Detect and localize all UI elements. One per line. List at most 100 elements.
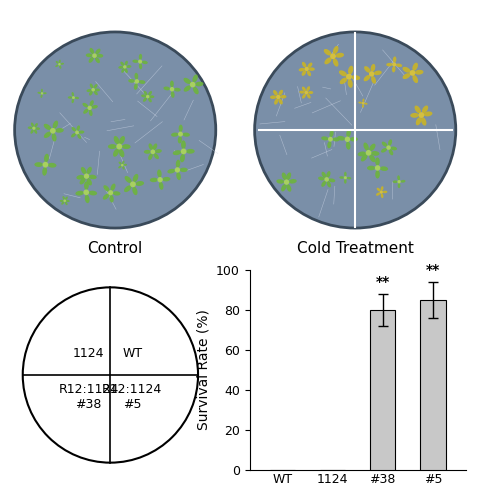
Ellipse shape: [61, 202, 64, 204]
Ellipse shape: [415, 106, 421, 114]
Ellipse shape: [132, 60, 138, 63]
Ellipse shape: [148, 144, 153, 150]
Ellipse shape: [403, 67, 410, 72]
Ellipse shape: [383, 190, 387, 194]
Ellipse shape: [350, 137, 358, 141]
Ellipse shape: [381, 148, 387, 152]
Circle shape: [63, 200, 66, 202]
Ellipse shape: [90, 84, 93, 88]
Circle shape: [121, 164, 123, 166]
Ellipse shape: [286, 172, 291, 180]
Bar: [370, 310, 395, 470]
Ellipse shape: [48, 163, 57, 168]
Ellipse shape: [348, 66, 353, 74]
Ellipse shape: [139, 63, 142, 70]
Circle shape: [190, 82, 195, 87]
Ellipse shape: [139, 54, 142, 60]
Ellipse shape: [382, 142, 387, 147]
Ellipse shape: [56, 61, 59, 64]
Ellipse shape: [154, 153, 159, 159]
Ellipse shape: [71, 133, 76, 138]
Ellipse shape: [392, 66, 396, 72]
Ellipse shape: [375, 158, 380, 166]
Ellipse shape: [318, 176, 325, 180]
Ellipse shape: [37, 92, 41, 94]
Ellipse shape: [90, 100, 94, 106]
Ellipse shape: [361, 154, 368, 162]
Ellipse shape: [43, 92, 47, 94]
Ellipse shape: [178, 136, 182, 143]
Circle shape: [84, 174, 89, 179]
Ellipse shape: [86, 89, 92, 92]
Ellipse shape: [109, 195, 114, 202]
Circle shape: [134, 79, 139, 84]
Ellipse shape: [34, 123, 38, 128]
Circle shape: [41, 92, 43, 94]
Ellipse shape: [195, 82, 204, 86]
Ellipse shape: [72, 92, 74, 96]
Ellipse shape: [113, 191, 120, 196]
Text: **: **: [375, 275, 390, 289]
Ellipse shape: [80, 178, 85, 184]
Ellipse shape: [168, 169, 175, 173]
Ellipse shape: [302, 86, 306, 92]
Ellipse shape: [118, 166, 121, 168]
Ellipse shape: [121, 68, 125, 73]
Circle shape: [72, 96, 75, 99]
Ellipse shape: [278, 90, 283, 96]
Ellipse shape: [333, 46, 338, 54]
Ellipse shape: [371, 151, 380, 156]
Ellipse shape: [254, 32, 456, 228]
Ellipse shape: [128, 79, 135, 83]
Ellipse shape: [86, 178, 92, 186]
Ellipse shape: [359, 102, 362, 103]
Ellipse shape: [415, 70, 423, 74]
Circle shape: [157, 177, 163, 182]
Circle shape: [330, 54, 336, 59]
Ellipse shape: [86, 54, 93, 57]
Circle shape: [419, 112, 424, 118]
Ellipse shape: [358, 152, 366, 156]
Ellipse shape: [184, 86, 191, 91]
Ellipse shape: [174, 88, 180, 92]
Ellipse shape: [362, 98, 364, 102]
Circle shape: [130, 182, 136, 188]
Ellipse shape: [340, 78, 348, 84]
Text: **: **: [426, 263, 440, 277]
Circle shape: [324, 177, 329, 182]
Ellipse shape: [85, 194, 90, 203]
Text: R12:1124
#38: R12:1124 #38: [59, 383, 119, 411]
Ellipse shape: [171, 132, 179, 136]
Ellipse shape: [95, 57, 100, 63]
Ellipse shape: [95, 88, 100, 92]
Ellipse shape: [108, 144, 117, 149]
Ellipse shape: [339, 70, 347, 76]
Ellipse shape: [344, 179, 347, 184]
Circle shape: [369, 72, 374, 76]
Circle shape: [345, 136, 350, 142]
Ellipse shape: [34, 130, 37, 134]
Circle shape: [181, 148, 187, 154]
Ellipse shape: [369, 144, 375, 151]
Text: 1124: 1124: [73, 346, 104, 360]
Ellipse shape: [328, 178, 335, 182]
Ellipse shape: [180, 168, 188, 172]
Ellipse shape: [302, 94, 306, 98]
Ellipse shape: [348, 79, 353, 88]
Ellipse shape: [59, 60, 61, 64]
Ellipse shape: [68, 96, 72, 98]
Circle shape: [276, 95, 280, 99]
Ellipse shape: [75, 96, 79, 99]
Ellipse shape: [81, 167, 86, 174]
Ellipse shape: [119, 149, 124, 158]
Ellipse shape: [84, 182, 89, 190]
Ellipse shape: [40, 94, 43, 98]
Ellipse shape: [412, 62, 418, 71]
Ellipse shape: [302, 62, 306, 68]
Circle shape: [87, 106, 92, 110]
Circle shape: [170, 87, 174, 92]
Ellipse shape: [327, 141, 332, 148]
Ellipse shape: [362, 104, 364, 108]
Ellipse shape: [59, 65, 61, 69]
Ellipse shape: [186, 149, 195, 154]
